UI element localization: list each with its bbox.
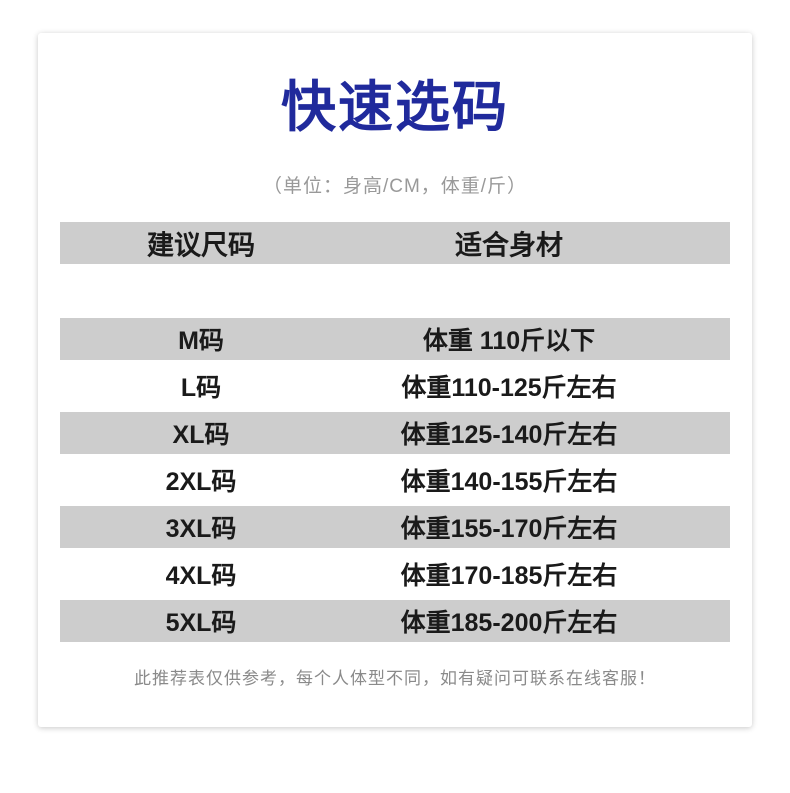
table-row: 5XL码 体重185-200斤左右 <box>60 600 730 642</box>
table-row: L码 体重110-125斤左右 <box>60 360 730 412</box>
size-table-body: M码 体重 110斤以下 L码 体重110-125斤左右 XL码 体重125-1… <box>38 318 752 642</box>
table-row: 2XL码 体重140-155斤左右 <box>60 454 730 506</box>
row-fit-label: 体重185-200斤左右 <box>400 609 618 637</box>
table-row: XL码 体重125-140斤左右 <box>60 412 730 454</box>
size-chart-card: 快速选码 （单位：身高/CM，体重/斤） 建议尺码 适合身材 M码 体重 110… <box>38 33 752 727</box>
row-size-label: 2XL码 <box>165 468 237 496</box>
header-col-fit: 适合身材 <box>455 230 563 261</box>
units-note: （单位：身高/CM，体重/斤） <box>262 176 528 197</box>
table-header: 建议尺码 适合身材 <box>60 222 730 264</box>
row-fit-label: 体重 110斤以下 <box>422 327 596 355</box>
row-size-label: L码 <box>180 374 222 402</box>
row-fit-label: 体重155-170斤左右 <box>400 515 618 543</box>
row-size-label: 3XL码 <box>165 515 237 543</box>
footer-note: 此推荐表仅供参考，每个人体型不同，如有疑问可联系在线客服！ <box>134 669 656 688</box>
row-size-label: 4XL码 <box>165 562 237 590</box>
row-fit-label: 体重140-155斤左右 <box>400 468 618 496</box>
row-fit-label: 体重170-185斤左右 <box>400 562 618 590</box>
header-col-size: 建议尺码 <box>147 230 255 261</box>
row-fit-label: 体重110-125斤左右 <box>401 374 617 402</box>
row-fit-label: 体重125-140斤左右 <box>400 421 618 449</box>
row-size-label: XL码 <box>172 421 230 449</box>
row-size-label: M码 <box>178 327 224 355</box>
row-size-label: 5XL码 <box>165 609 237 637</box>
page-title: 快速选码 <box>280 76 509 138</box>
table-row: M码 体重 110斤以下 <box>60 318 730 360</box>
table-row: 3XL码 体重155-170斤左右 <box>60 506 730 548</box>
table-row: 4XL码 体重170-185斤左右 <box>60 548 730 600</box>
